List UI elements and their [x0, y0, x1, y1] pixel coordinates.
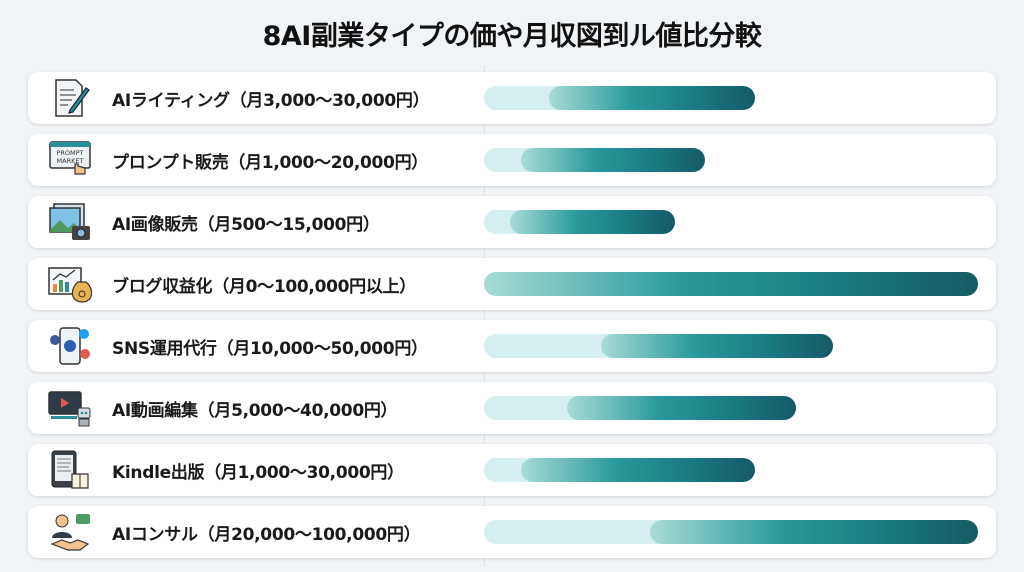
- category-label: AIライティング（月3,000〜30,000円）: [112, 91, 430, 111]
- category-label: ブログ収益化（月0〜100,000円以上）: [112, 277, 416, 297]
- range-track: [484, 458, 996, 482]
- range-track: [484, 86, 996, 110]
- svg-text:MARKET: MARKET: [57, 157, 84, 165]
- category-label: AI画像販売（月500〜15,000円）: [112, 215, 380, 235]
- consultant-handshake-icon: [48, 512, 92, 552]
- blog-chart-moneybag-icon: [48, 264, 92, 304]
- range-bar: [601, 334, 833, 358]
- category-row: SNS運用代行（月10,000〜50,000円）: [28, 320, 996, 372]
- range-bar: [566, 396, 796, 420]
- range-bar: [520, 458, 755, 482]
- smartphone-social-icon: [48, 326, 92, 366]
- range-track: [484, 520, 996, 544]
- range-track: [484, 334, 996, 358]
- range-min-segment: [484, 520, 674, 544]
- image-camera-icon: [48, 202, 92, 242]
- range-bar: [484, 272, 978, 296]
- range-bar: [649, 520, 978, 544]
- category-label: AIコンサル（月20,000〜100,000円）: [112, 525, 421, 545]
- range-bar: [548, 86, 755, 110]
- document-pen-icon: [48, 78, 92, 118]
- video-robot-icon: [48, 388, 92, 428]
- range-bar: [520, 148, 705, 172]
- range-track: [484, 272, 996, 296]
- prompt-market-icon: PROMPT MARKET: [48, 140, 92, 180]
- chart-title: 8AI副業タイプの価や月収図到ル値比分較: [262, 21, 762, 52]
- ebook-reader-icon: [48, 450, 92, 490]
- category-label: AI動画編集（月5,000〜40,000円）: [112, 401, 398, 421]
- range-track: [484, 396, 996, 420]
- svg-text:PROMPT: PROMPT: [56, 149, 83, 157]
- category-label: Kindle出版（月1,000〜30,000円）: [112, 463, 404, 483]
- category-label: SNS運用代行（月10,000〜50,000円）: [112, 339, 428, 359]
- range-track: [484, 148, 996, 172]
- range-track: [484, 210, 996, 234]
- range-bar: [510, 210, 675, 234]
- category-label: プロンプト販売（月1,000〜20,000円）: [112, 153, 428, 173]
- axis-line: [484, 66, 485, 566]
